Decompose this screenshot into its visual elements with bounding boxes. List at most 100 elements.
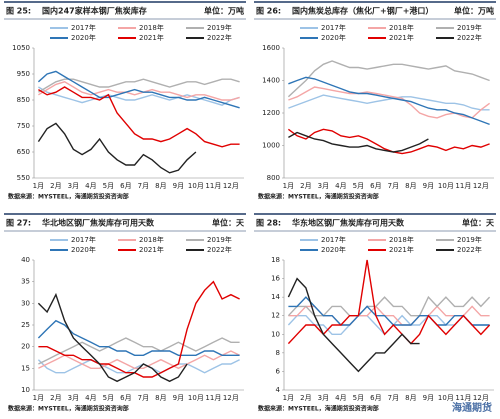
legend-label: 2022年 [207, 245, 232, 254]
series-line [287, 295, 491, 317]
series-line [288, 296, 490, 326]
x-tick-label: 6月 [120, 182, 131, 190]
legend-label: 2022年 [457, 245, 482, 254]
source-note: 数据来源：MYSTEEL，海通期货投资咨询部 [8, 405, 129, 413]
figure-label: 图 27: [6, 219, 31, 228]
x-tick-label: 11月 [455, 394, 471, 402]
series-line [38, 86, 240, 106]
legend-label: 2020年 [321, 33, 346, 42]
series-line [287, 60, 490, 98]
x-tick-label: 7月 [388, 394, 399, 402]
x-tick-label: 7月 [388, 182, 399, 190]
x-tick-label: 10月 [188, 182, 204, 190]
x-tick-label: 4月 [335, 182, 346, 190]
x-tick-label: 2月 [300, 394, 311, 402]
x-tick-label: 4月 [85, 182, 96, 190]
y-tick-label: 4 [276, 386, 281, 394]
y-tick-label: 18 [271, 256, 280, 264]
series-line [38, 86, 240, 148]
legend-label: 2019年 [457, 23, 482, 32]
x-tick-label: 12月 [223, 182, 239, 190]
y-tick-label: 14 [271, 293, 280, 301]
y-tick-label: 1000 [262, 142, 280, 150]
y-tick-label: 6 [276, 367, 281, 375]
x-tick-label: 9月 [173, 182, 184, 190]
legend-label: 2021年 [139, 33, 164, 42]
x-tick-label: 7月 [138, 182, 149, 190]
x-tick-label: 8月 [155, 182, 166, 190]
x-tick-label: 7月 [138, 394, 149, 402]
x-tick-label: 12月 [473, 182, 489, 190]
source-note: 数据来源：MYSTEEL，海通期货投资咨询部 [8, 193, 129, 201]
x-tick-label: 5月 [103, 182, 114, 190]
x-tick-label: 1月 [33, 182, 44, 190]
x-tick-label: 3月 [318, 394, 329, 402]
x-tick-label: 1月 [283, 394, 294, 402]
unit-label: 单位：天 [462, 218, 495, 228]
x-tick-label: 5月 [353, 182, 364, 190]
legend-label: 2017年 [321, 235, 346, 244]
y-tick-label: 40 [21, 256, 30, 264]
x-tick-label: 5月 [103, 394, 114, 402]
x-tick-label: 1月 [33, 394, 44, 402]
legend-label: 2021年 [139, 245, 164, 254]
y-tick-label: 20 [21, 343, 30, 351]
x-tick-label: 1月 [283, 182, 294, 190]
x-tick-label: 10月 [438, 394, 454, 402]
y-tick-label: 550 [17, 174, 30, 182]
series-line [287, 128, 490, 155]
y-tick-label: 650 [17, 148, 30, 156]
figure-label: 图 26: [256, 7, 281, 16]
series-line [38, 78, 240, 93]
y-tick-label: 8 [276, 349, 280, 357]
x-tick-label: 11月 [205, 394, 221, 402]
series-line [288, 94, 490, 111]
chart-title: 华北地区钢厂焦炭库存可用天数 [42, 218, 155, 228]
legend-label: 2018年 [389, 23, 414, 32]
legend-label: 2018年 [389, 235, 414, 244]
x-tick-label: 3月 [68, 182, 79, 190]
watermark: 海通期货 [452, 401, 492, 414]
x-tick-label: 9月 [173, 394, 184, 402]
x-tick-label: 12月 [473, 394, 489, 402]
y-tick-label: 16 [271, 275, 280, 283]
x-tick-label: 8月 [405, 182, 416, 190]
legend-label: 2018年 [139, 235, 164, 244]
legend-label: 2017年 [71, 23, 96, 32]
y-tick-label: 30 [21, 299, 30, 307]
y-tick-label: 1600 [262, 44, 280, 52]
series-line [37, 292, 188, 383]
legend-label: 2018年 [139, 23, 164, 32]
x-tick-label: 6月 [120, 394, 131, 402]
x-tick-label: 2月 [50, 182, 61, 190]
series-line [37, 358, 240, 374]
series-line [287, 277, 420, 373]
x-tick-label: 4月 [335, 394, 346, 402]
unit-label: 单位：万吨 [204, 6, 244, 16]
source-note: 数据来源：MYSTEEL，海通期货投资咨询部 [258, 405, 379, 413]
series-line [38, 337, 240, 365]
x-tick-label: 12月 [223, 394, 239, 402]
y-tick-label: 12 [271, 312, 280, 320]
x-tick-label: 4月 [85, 394, 96, 402]
legend-label: 2019年 [207, 23, 232, 32]
x-tick-label: 5月 [353, 394, 364, 402]
x-tick-label: 8月 [155, 394, 166, 402]
series-line [38, 280, 240, 378]
chart-title: 国内焦炭总库存（焦化厂+钢厂+港口） [292, 6, 433, 16]
y-tick-label: 1050 [12, 44, 30, 52]
legend-label: 2017年 [71, 235, 96, 244]
x-tick-label: 10月 [188, 394, 204, 402]
unit-label: 单位：天 [212, 218, 245, 228]
series-line [37, 122, 197, 174]
source-note: 数据来源：MYSTEEL，海通期货投资咨询部 [258, 193, 379, 201]
x-tick-label: 2月 [50, 394, 61, 402]
legend-label: 2019年 [207, 235, 232, 244]
legend-label: 2020年 [71, 33, 96, 42]
figure-label: 图 28: [256, 219, 281, 228]
x-tick-label: 9月 [423, 394, 434, 402]
x-tick-label: 6月 [370, 394, 381, 402]
legend-label: 2019年 [457, 235, 482, 244]
x-tick-label: 6月 [370, 182, 381, 190]
